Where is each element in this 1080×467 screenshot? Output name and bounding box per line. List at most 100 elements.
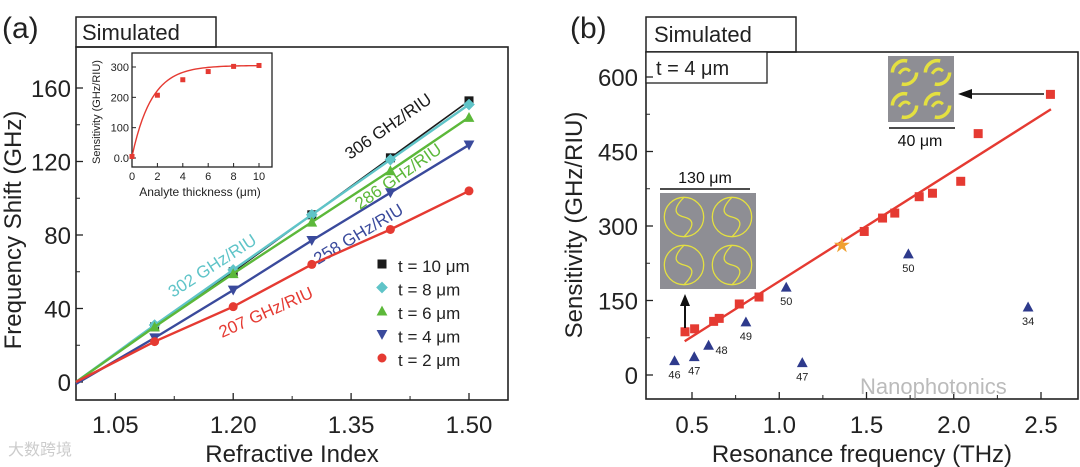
y-tick-label: 600 (598, 65, 638, 92)
simulated-box (75, 16, 217, 48)
arc (901, 105, 919, 120)
reference-label: 47 (688, 366, 700, 378)
y-tick-label: 120 (31, 150, 71, 177)
legend-label: t = 2 μm (398, 351, 460, 370)
inset-y-tick-label: 0.0 (114, 153, 129, 165)
data-point (149, 321, 160, 332)
reported-point (902, 248, 914, 259)
simulated-label: Simulated (82, 20, 180, 45)
inset-x-tick-label: 2 (154, 171, 160, 183)
inset-data-point (231, 63, 237, 69)
reported-point (796, 357, 808, 368)
simulated-point (754, 292, 764, 302)
inset-x-tick-label: 0 (129, 171, 135, 183)
legend-marker (377, 353, 387, 363)
s-curve (897, 67, 911, 75)
data-point (306, 236, 318, 246)
data-point (306, 216, 318, 227)
legend-label: t = 8 μm (398, 281, 460, 300)
y-tick-label: 40 (44, 297, 71, 324)
inset-y-tick-label: 200 (111, 92, 129, 104)
x-axis-label: Resonance frequency (THz) (712, 441, 1012, 467)
data-point (385, 188, 396, 199)
data-point (464, 186, 474, 196)
arc (890, 58, 908, 73)
x-tick-label: 1.0 (763, 412, 796, 439)
data-point (305, 208, 318, 221)
arc (934, 105, 952, 120)
s-curve (723, 244, 741, 286)
data-point (385, 165, 396, 176)
large-unit-cell-image (660, 193, 756, 289)
inset-data-point (205, 69, 211, 75)
series-line (75, 116, 470, 383)
x-tick-label: 1.50 (446, 412, 493, 439)
arc (923, 91, 941, 106)
s-curve (930, 100, 944, 108)
arc (923, 58, 941, 73)
highlighted-point (833, 237, 850, 253)
legend-marker (376, 305, 388, 316)
panel-b: (b) Simulated t = 4 μm 0.5 1.0 1.5 2.0 2.5 0 150 3… (561, 12, 1079, 467)
x-tick-label: 0.5 (675, 412, 708, 439)
y-tick-label: 0 (58, 370, 71, 397)
reference-label: 50 (902, 263, 914, 275)
reference-label: 48 (715, 345, 727, 357)
simulated-point (680, 327, 690, 337)
y-tick-label: 450 (598, 140, 638, 167)
inset-y-axis-label: Sensitivity (GHz/RIU) (91, 60, 103, 164)
reference-label: 49 (740, 331, 752, 343)
data-point (307, 259, 317, 269)
simulated-point (709, 316, 719, 326)
inset-x-tick-label: 10 (253, 171, 265, 183)
inset-x-axis-label: Analyte thickness (μm) (139, 185, 261, 199)
data-point (463, 112, 475, 122)
arrow-head-icon (958, 89, 972, 99)
data-point (228, 302, 238, 312)
y-tick-label: 150 (598, 289, 638, 316)
scale-label: 130 μm (678, 170, 732, 187)
condition-box (645, 51, 768, 84)
x-tick-label: 1.35 (328, 412, 375, 439)
inset-frame (131, 52, 273, 168)
arc (901, 72, 919, 87)
simulated-point (690, 324, 700, 334)
substrate (660, 193, 756, 289)
watermark: Nanophotonics (860, 374, 1007, 399)
inset-y-tick-label: 300 (111, 62, 129, 74)
condition-label: t = 4 μm (656, 58, 729, 80)
reported-point (1022, 301, 1034, 312)
s-curve (897, 100, 911, 108)
reported-point (688, 351, 700, 362)
data-point (385, 224, 395, 234)
legend-marker (376, 281, 388, 294)
s-curve (675, 244, 693, 286)
substrate (888, 56, 954, 122)
reported-point (780, 281, 792, 292)
reference-label: 47 (796, 372, 808, 384)
small-unit-cell-image (888, 56, 954, 122)
y-tick-label: 0 (625, 363, 638, 390)
data-point (463, 140, 475, 151)
legend-marker (377, 259, 387, 269)
inset-data-point (180, 77, 186, 83)
panel-label: (a) (2, 12, 39, 45)
inset-y-tick-label: 100 (111, 123, 129, 135)
legend-label: t = 4 μm (398, 328, 460, 347)
inset-data-point (129, 153, 135, 159)
simulated-point (973, 129, 983, 139)
y-axis-label: Frequency Shift (GHz) (0, 111, 27, 350)
reference-label: 46 (668, 370, 680, 382)
s-curve (930, 67, 944, 75)
panel-label: (b) (570, 12, 607, 45)
simulated-point (714, 313, 724, 323)
fit-line (684, 108, 1052, 343)
x-tick-label: 2.5 (1024, 412, 1057, 439)
inset-x-tick-label: 4 (180, 171, 186, 183)
reference-label: 50 (780, 296, 792, 308)
simulated-label: Simulated (654, 22, 752, 47)
x-axis-label: Refractive Index (205, 441, 378, 467)
s-curve (675, 196, 693, 238)
reference-label: 34 (1022, 316, 1034, 328)
